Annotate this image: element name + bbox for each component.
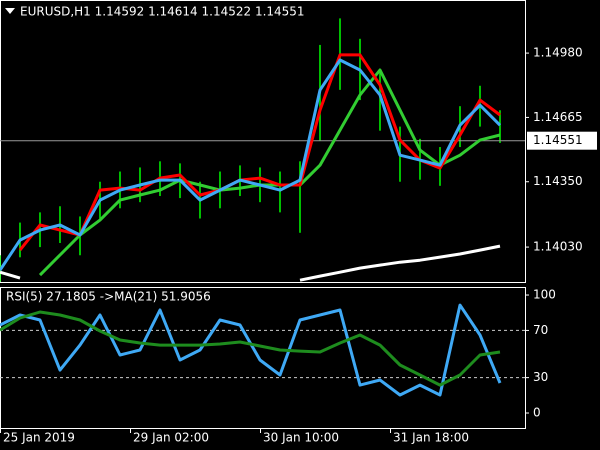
series-line [38, 68, 501, 277]
y-tick-label: 1.14665 [533, 110, 583, 124]
current-price-box [527, 131, 597, 150]
y-tick-label: 1.14350 [533, 174, 583, 188]
y-tick-label: 30 [533, 370, 548, 384]
menu-triangle [5, 8, 15, 14]
y-tick-label: 1.14030 [533, 240, 583, 254]
indicator-title: RSI(5) 27.1805 ->MA(21) 51.9056 [6, 290, 211, 304]
plot-frame [0, 287, 526, 429]
series-line [0, 58, 502, 272]
y-tick-label: 100 [533, 288, 556, 302]
series-line [0, 244, 501, 282]
series-line [0, 310, 501, 387]
y-tick-label: 1.14980 [533, 46, 583, 60]
x-tick-label: 30 Jan 10:00 [263, 431, 339, 445]
y-tick-label: 0 [533, 406, 541, 420]
plot-frame [0, 0, 526, 283]
x-tick-label: 29 Jan 02:00 [133, 431, 209, 445]
x-tick-label: 25 Jan 2019 [3, 431, 75, 445]
y-tick-label: 70 [533, 323, 548, 337]
chart-title: EURUSD,H1 1.14592 1.14614 1.14522 1.1455… [20, 5, 305, 19]
x-tick-label: 31 Jan 18:00 [393, 431, 469, 445]
current-price-label: 1.14551 [533, 133, 583, 147]
